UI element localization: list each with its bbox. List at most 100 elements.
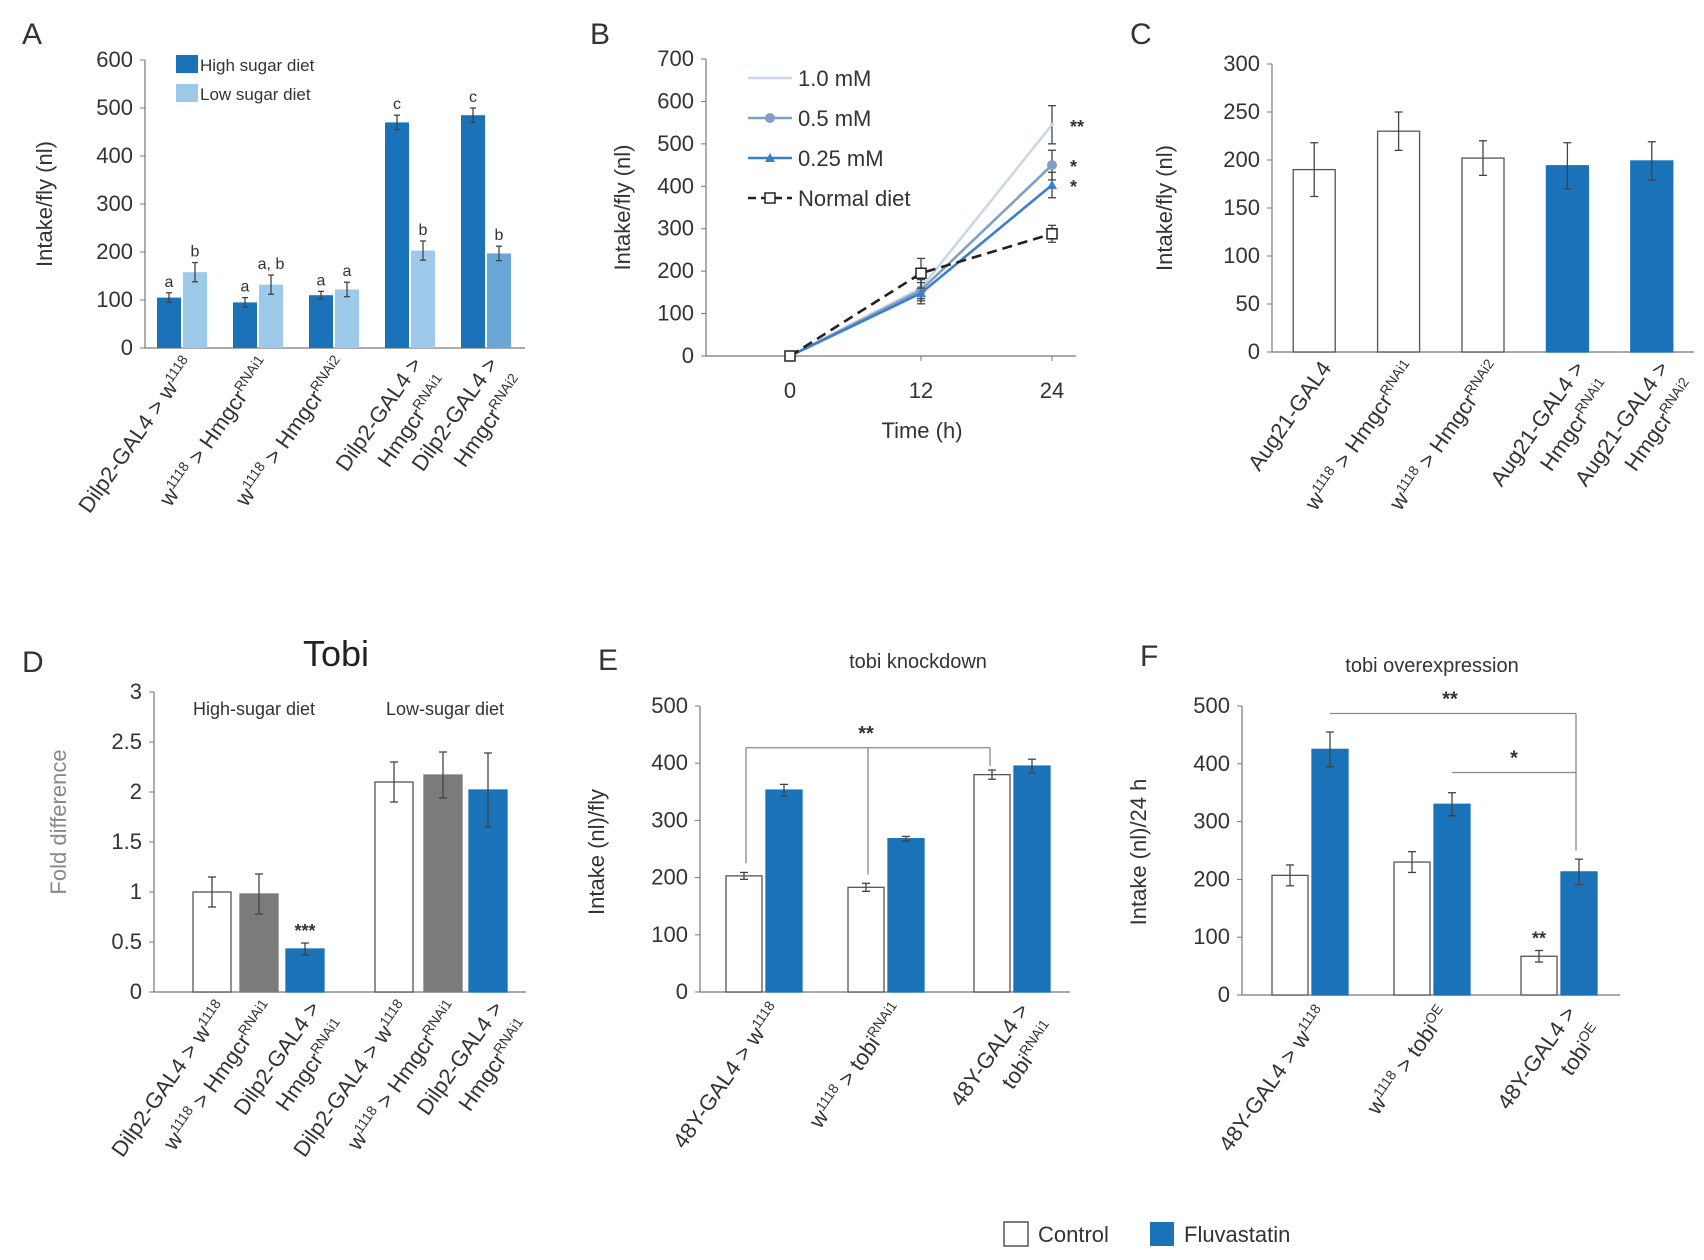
panel-f-bar [1311,748,1349,996]
panel-a-sig-letter: a [241,279,250,296]
panel-d-group-label: High-sugar diet [193,699,315,719]
panel-c-category-label: Aug21-GAL4 >HmgcrRNAi1 [1485,357,1607,491]
panel-a-sig-letter: b [495,227,504,244]
panel-a-sig-letter: c [469,89,477,106]
panel-e-bar [725,875,763,993]
panel-b-sig-marker: * [1070,177,1077,197]
panel-e-bar [765,789,803,993]
panel-f-bar [1433,803,1471,996]
panel-a-bar [233,302,257,348]
panel-d-chart: 0 0.5 1 1.5 2 2.5 3 Fold difference Tobi High-sug… [46,633,526,1161]
panel-d-sig-marker: *** [294,921,315,941]
panel-a-sig-letter: a [317,272,326,289]
panel-label-b: B [590,18,610,51]
panel-e-y-tick-label: 200 [651,865,688,890]
panel-b-x-tick-label: 12 [909,378,933,403]
panel-b-point [1050,122,1054,127]
panel-b-legend-label: 1.0 mM [798,66,871,91]
panel-a-bar [259,284,283,348]
panel-a-bar [487,253,511,348]
panel-a-bar [411,250,435,348]
panel-c-bar [1545,165,1590,353]
panel-f-chart: 0 100 200 300 400 500 Intake (nl)/24 h tobi ove… [1126,655,1620,1156]
panel-f-category-label: 48Y-GAL4 > w1118 [1213,1001,1332,1156]
panel-a-bar [183,272,207,348]
panel-a-legend-swatch-high [176,55,198,73]
panel-a-legend-low: Low sugar diet [200,85,311,104]
panel-b-y-tick-label: 300 [657,216,694,241]
panel-b-legend-label: 0.5 mM [798,106,871,131]
panel-a-bar [309,295,333,348]
panel-a-y-tick-label: 0 [121,335,133,360]
panel-c-category-text: Aug21-GAL4 [1243,357,1336,476]
panel-e-y-tick-label: 100 [651,922,688,947]
panel-c-y-tick-label: 150 [1223,195,1260,220]
panel-d-title: Tobi [303,633,369,674]
panel-f-y-axis-label: Intake (nl)/24 h [1126,779,1151,926]
panel-a-category-label: Dilp2-GAL4 > w1118 [72,352,199,518]
panel-b-y-tick-label: 0 [682,343,694,368]
panel-label-f: F [1140,640,1158,673]
panel-a-y-tick-label: 100 [96,287,133,312]
panel-label-a: A [22,18,42,51]
panel-a-y-tick-label: 600 [96,47,133,72]
panel-b-legend-marker [765,113,775,123]
panel-b-y-tick-label: 500 [657,131,694,156]
panel-e-y-axis-label: Intake (nl)/fly [584,789,609,915]
panel-d-y-axis-label: Fold difference [46,749,71,894]
panel-d-bar [374,781,414,993]
panel-a-bar [461,115,485,348]
panel-f-y-tick-label: 200 [1193,866,1230,891]
panel-b-x-tick-label: 24 [1040,378,1064,403]
panel-d-bar [192,891,232,993]
panel-f-category-text: w1118 > tobiOE [1360,1001,1454,1120]
bottom-legend: Control Fluvastatin [1003,1221,1290,1247]
panel-d-y-tick-label: 2 [130,779,142,804]
panel-a-category-text: Dilp2-GAL4 > w1118 [72,352,199,518]
panel-c-category-label: Aug21-GAL4 >HmgcrRNAi2 [1570,357,1692,491]
panel-label-e: E [598,644,618,677]
panel-f-bar [1271,874,1309,996]
panel-c-chart: 0 50 100 150 200 250 300 Intake/fly (nl) Aug21-G… [1152,51,1694,515]
panel-f-category-text: 48Y-GAL4 > w1118 [1213,1001,1332,1156]
legend-fluvastatin-swatch [1150,1222,1174,1246]
panel-a-y-tick-label: 400 [96,143,133,168]
panel-b-y-axis-label: Intake/fly (nl) [610,145,635,271]
panel-e-category-label: 48Y-GAL4 > w1118 [668,998,778,1153]
panel-f-y-tick-label: 500 [1193,693,1230,718]
panel-b-y-tick-label: 600 [657,88,694,113]
panel-f-title: tobi overexpression [1345,655,1518,677]
panel-c-category-label: Aug21-GAL4 [1243,357,1336,476]
panel-e-y-tick-label: 300 [651,807,688,832]
panel-e-category-label: 48Y-GAL4 >tobiRNAi1 [945,999,1052,1111]
panel-f-sig-marker: ** [1442,689,1458,711]
panel-d-y-tick-label: 2.5 [111,729,142,754]
panel-b-point [1047,180,1057,190]
panel-label-c: C [1130,18,1152,51]
panel-b-series-line [789,232,1053,358]
panel-a-sig-letter: a [165,274,174,291]
panel-label-d: D [22,646,44,679]
panel-a-legend-high: High sugar diet [200,56,315,75]
panel-d-y-tick-label: 0 [130,979,142,1004]
panel-f-y-tick-label: 100 [1193,924,1230,949]
legend-fluvastatin-label: Fluvastatin [1184,1222,1290,1247]
panel-c-bar [1630,160,1674,353]
panel-c-bar [1376,130,1421,353]
panel-f-y-tick-label: 0 [1218,982,1230,1007]
panel-d-bar [285,948,325,993]
panel-f-y-tick-label: 300 [1193,809,1230,834]
panel-b-legend-marker [764,192,776,204]
panel-b-y-tick-label: 400 [657,173,694,198]
panel-a-sig-letter: c [393,96,401,113]
panel-b-legend-marker [765,153,775,162]
panel-e-bar [887,838,925,993]
panel-a-sig-letter: a [343,263,352,280]
panel-e-y-tick-label: 500 [651,693,688,718]
panel-f-bar [1520,955,1558,996]
panel-b-point [915,267,927,280]
panel-b-y-tick-label: 700 [657,46,694,71]
panel-f-sig-marker: * [1510,747,1518,769]
panel-c-bar [1292,168,1336,353]
